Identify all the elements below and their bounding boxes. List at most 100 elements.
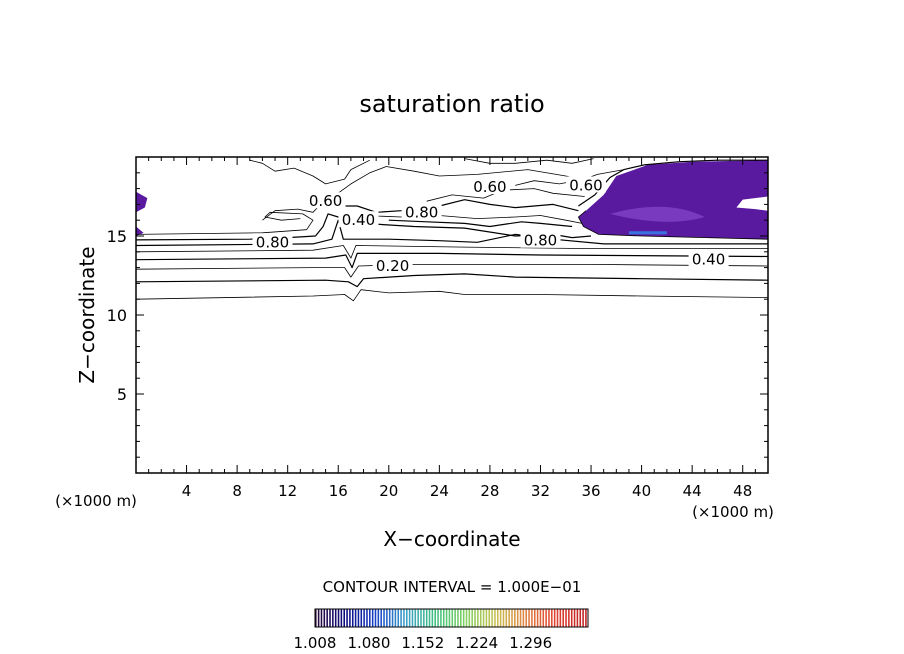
x-tick-label: 20	[379, 482, 398, 500]
contour-line	[363, 215, 583, 224]
x-tick-label: 24	[430, 482, 449, 500]
colorbar-swatch	[542, 609, 545, 627]
colorbar-swatch	[491, 609, 493, 627]
contour-line	[135, 252, 769, 269]
colorbar-tick-label: 1.224	[455, 634, 498, 652]
colorbar-swatch	[551, 609, 553, 627]
colorbar-swatch	[406, 609, 408, 627]
y-tick-label: 10	[107, 306, 127, 325]
colorbar-swatch	[440, 609, 442, 627]
supersaturation-region-left	[136, 191, 148, 213]
supersaturation-region	[578, 160, 768, 240]
x-tick-label: 32	[531, 482, 550, 500]
colorbar-swatch	[445, 609, 448, 627]
colorbar-swatch	[457, 609, 459, 627]
x-tick-label: 44	[683, 482, 702, 500]
x-tick-label: 12	[278, 482, 297, 500]
colorbar-swatch	[408, 609, 411, 627]
colorbar-swatch	[383, 609, 385, 627]
colorbar-swatch	[485, 609, 488, 627]
colorbar-swatch	[545, 609, 547, 627]
colorbar-swatch	[454, 609, 456, 627]
colorbar-swatch	[508, 609, 510, 627]
contour-line	[249, 159, 370, 185]
colorbar-swatch	[403, 609, 405, 627]
colorbar-swatch	[428, 609, 431, 627]
colorbar-swatch	[502, 609, 505, 627]
colorbar-swatch	[471, 609, 473, 627]
x-axis-label: X−coordinate	[383, 527, 520, 551]
colorbar-swatch	[494, 609, 496, 627]
x-axis-ticks: 4 8 12 16 20 24 28 32 36 40 44 48	[148, 157, 756, 500]
colorbar-swatch	[337, 609, 340, 627]
colorbar-swatch	[414, 609, 417, 627]
colorbar-swatch	[346, 609, 348, 627]
colorbar-swatch	[477, 609, 479, 627]
colorbar-swatch	[531, 609, 533, 627]
colorbar-swatch	[479, 609, 482, 627]
colorbar-swatch	[357, 609, 360, 627]
contour-label: 0.40	[692, 251, 725, 269]
colorbar-swatch	[323, 609, 326, 627]
contour-line	[135, 273, 769, 288]
colorbar-swatch	[579, 609, 582, 627]
y-tick-label: 5	[117, 385, 127, 404]
y-axis-label: Z−coordinate	[75, 246, 99, 383]
colorbar-swatch	[451, 609, 454, 627]
colorbar-swatch	[468, 609, 471, 627]
contour-label: 0.60	[569, 176, 602, 194]
x-unit-left: (×1000 m)	[55, 492, 137, 510]
contour-label-bg	[372, 257, 413, 274]
x-unit-right: (×1000 m)	[692, 503, 774, 521]
colorbar-swatch	[434, 609, 436, 627]
colorbar-swatch	[460, 609, 462, 627]
saturation-fill-regions	[136, 160, 768, 240]
colorbar-swatch	[334, 609, 337, 627]
colorbar-swatch	[465, 609, 468, 627]
colorbar-swatch	[553, 609, 556, 627]
colorbar-tick-label: 1.008	[294, 634, 337, 652]
contour-line	[135, 211, 314, 235]
contour-line	[578, 210, 769, 240]
colorbar-swatch	[315, 609, 317, 627]
colorbar-swatch	[423, 609, 425, 627]
colorbar-swatch	[374, 609, 377, 627]
contour-line	[135, 264, 769, 278]
contour-label: 0.80	[256, 233, 289, 251]
colorbar-swatch	[380, 609, 382, 627]
x-tick-label: 48	[733, 482, 752, 500]
colorbar-swatch	[369, 609, 371, 627]
colorbar	[314, 608, 589, 628]
colorbar-swatch	[417, 609, 419, 627]
colorbar-tick-label: 1.080	[347, 634, 390, 652]
contour-label-bg	[469, 178, 510, 195]
colorbar-swatch	[391, 609, 394, 627]
colorbar-swatch	[462, 609, 465, 627]
colorbar-swatch	[354, 609, 357, 627]
colorbar-tick-label: 1.296	[509, 634, 552, 652]
supersaturation-core	[610, 206, 705, 222]
colorbar-swatch	[519, 609, 522, 627]
colorbar-swatch	[556, 609, 559, 627]
colorbar-swatch	[576, 609, 579, 627]
contour-label: 0.80	[524, 232, 557, 250]
colorbar-swatch	[582, 609, 584, 627]
contour-line	[135, 289, 769, 302]
colorbar-swatch	[388, 609, 391, 627]
colorbar-swatch	[343, 609, 345, 627]
x-tick-label: 40	[632, 482, 651, 500]
x-tick-label: 36	[581, 482, 600, 500]
contour-label-bg	[252, 233, 293, 250]
colorbar-swatch	[516, 609, 519, 627]
contour-line	[388, 219, 573, 228]
contour-label-bg	[520, 231, 561, 248]
x-tick-label: 16	[329, 482, 348, 500]
contour-interval-text: CONTOUR INTERVAL = 1.000E−01	[323, 578, 582, 596]
colorbar-swatch	[448, 609, 451, 627]
x-tick-label: 8	[232, 482, 242, 500]
contour-line	[135, 245, 768, 259]
colorbar-swatch	[562, 609, 564, 627]
y-axis-ticks: 5 10 15	[107, 172, 768, 458]
colorbar-swatch	[349, 609, 351, 627]
colorbar-swatch	[351, 609, 354, 627]
